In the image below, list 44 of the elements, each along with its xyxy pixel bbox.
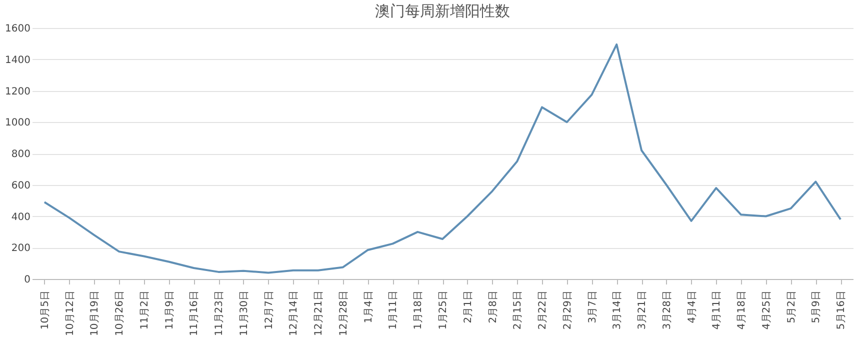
x-tick-label: 3月14日 (612, 290, 624, 330)
x-tick-label: 4月4日 (686, 290, 698, 324)
x-tick-label: 10月12日 (64, 290, 76, 336)
y-tick-label: 1400 (5, 54, 30, 66)
y-tick-label: 1200 (5, 86, 30, 98)
x-tick-label: 12月28日 (338, 290, 350, 336)
x-tick-label: 1月18日 (413, 290, 424, 330)
x-tick-label: 2月8日 (488, 290, 499, 324)
x-tick-label: 10月5日 (40, 290, 51, 330)
x-tick-label: 2月1日 (462, 290, 474, 324)
y-tick-label: 0 (24, 274, 30, 286)
x-tick-label: 12月14日 (288, 290, 300, 336)
x-tick-label: 5月16日 (836, 290, 848, 330)
x-tick-label: 11月2日 (139, 290, 150, 330)
y-tick-label: 1600 (5, 24, 30, 34)
x-tick-label: 3月28日 (662, 290, 673, 330)
x-tick-label: 2月22日 (538, 290, 549, 330)
x-tick-label: 5月2日 (786, 290, 798, 324)
x-tick-label: 4月18日 (736, 290, 748, 330)
x-tick-label: 1月11日 (388, 290, 400, 330)
x-tick-label: 11月9日 (164, 290, 176, 330)
line-series (43, 43, 842, 274)
x-tick-label: 10月26日 (114, 290, 126, 336)
x-tick-label: 11月30日 (238, 290, 250, 336)
y-tick-label: 600 (11, 180, 30, 192)
y-tick-label: 400 (11, 212, 30, 223)
x-tick-label: 5月9日 (811, 290, 822, 324)
y-tick-label: 200 (11, 243, 30, 254)
x-tick-label: 1月4日 (363, 290, 374, 324)
y-tick-label: 1000 (5, 118, 30, 129)
x-tick-label: 2月15日 (512, 290, 524, 330)
x-tick-label: 2月29日 (562, 290, 574, 330)
x-tick-label: 4月25日 (761, 290, 772, 330)
x-tick-label: 10月19日 (90, 290, 101, 336)
x-tick-label: 4月11日 (712, 290, 723, 330)
x-tick-label: 12月7日 (264, 290, 275, 330)
y-tick-label: 800 (11, 149, 30, 160)
x-tick-label: 11月23日 (214, 290, 226, 336)
x-tick-label: 3月7日 (587, 290, 598, 324)
x-tick-label: 3月21日 (637, 290, 648, 330)
x-tick-label: 11月16日 (189, 290, 200, 336)
x-tick-label: 1月25日 (438, 290, 449, 330)
x-tick-label: 12月21日 (314, 290, 325, 336)
chart-title: 澳门每周新增阳性数 (375, 2, 510, 20)
